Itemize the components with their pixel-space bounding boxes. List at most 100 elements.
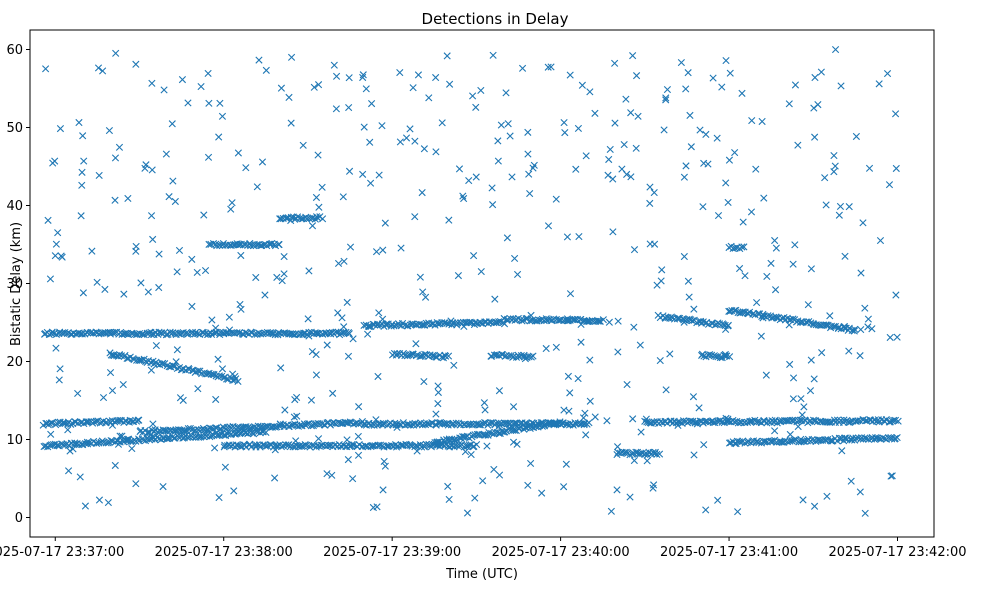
data-point	[303, 420, 311, 428]
data-point	[99, 67, 107, 75]
data-point	[757, 332, 765, 340]
data-point	[45, 420, 54, 428]
data-point	[771, 236, 779, 245]
data-point	[214, 355, 222, 363]
data-point	[208, 316, 216, 324]
data-point	[494, 157, 502, 165]
data-point	[434, 400, 442, 408]
data-point	[538, 422, 547, 430]
data-point	[344, 352, 353, 360]
data-point	[373, 503, 381, 511]
data-point	[826, 418, 834, 426]
data-point	[149, 420, 157, 428]
data-point	[47, 430, 55, 438]
data-point	[137, 279, 145, 287]
data-point	[411, 213, 419, 221]
data-point	[626, 493, 634, 501]
data-point	[434, 382, 442, 390]
data-point	[111, 154, 120, 162]
data-point	[561, 129, 569, 137]
data-point	[46, 275, 55, 283]
data-point	[308, 222, 317, 230]
data-point	[593, 317, 602, 325]
data-point	[328, 471, 336, 479]
data-point	[753, 298, 761, 307]
data-point	[225, 326, 234, 334]
data-point	[426, 351, 434, 359]
data-point	[613, 486, 621, 494]
data-point	[349, 335, 357, 343]
data-point	[94, 64, 103, 72]
data-point	[318, 183, 326, 191]
data-point	[475, 421, 483, 429]
data-point	[74, 389, 82, 398]
data-point	[666, 350, 674, 358]
data-point	[440, 436, 448, 444]
data-point	[150, 330, 158, 338]
data-point	[194, 367, 202, 375]
data-point	[81, 502, 90, 510]
data-point	[595, 317, 603, 325]
data-point	[674, 421, 682, 429]
data-point	[622, 95, 630, 103]
data-point	[255, 56, 263, 64]
data-point	[695, 404, 703, 412]
data-point	[826, 312, 834, 320]
data-point	[132, 60, 140, 68]
data-point	[234, 149, 242, 157]
data-point	[318, 215, 327, 223]
data-point	[630, 456, 638, 465]
data-point	[66, 447, 74, 455]
data-point	[330, 61, 338, 69]
data-point	[513, 270, 522, 279]
data-point	[696, 126, 704, 134]
y-axis-label: Bistatic Delay (km)	[9, 222, 24, 346]
data-point	[56, 365, 64, 373]
data-point	[323, 341, 331, 349]
data-point	[550, 315, 558, 323]
data-point	[78, 330, 86, 338]
data-point	[797, 395, 805, 403]
data-point	[789, 374, 798, 382]
data-point	[326, 329, 334, 337]
data-point	[885, 181, 894, 189]
data-point	[111, 461, 119, 470]
data-point	[211, 444, 219, 452]
data-point	[376, 441, 385, 449]
data-point	[397, 244, 405, 252]
data-point	[132, 480, 140, 488]
data-point	[418, 189, 426, 197]
data-point	[402, 134, 411, 142]
data-point	[184, 330, 193, 338]
data-point	[354, 432, 362, 441]
data-point	[44, 216, 52, 224]
data-point	[160, 427, 169, 435]
data-point	[379, 246, 387, 254]
data-point	[808, 435, 816, 444]
data-point	[605, 155, 613, 164]
data-point	[686, 111, 694, 119]
data-point	[434, 388, 442, 397]
data-point	[471, 494, 479, 502]
data-point	[312, 329, 321, 337]
data-point	[135, 356, 143, 364]
data-point	[606, 145, 614, 154]
data-point	[77, 212, 85, 220]
data-point	[791, 241, 799, 249]
data-point	[354, 451, 363, 459]
data-point	[611, 59, 619, 67]
data-point	[714, 211, 723, 220]
data-point	[105, 127, 114, 135]
data-point	[194, 385, 202, 393]
data-point	[438, 119, 446, 127]
data-point	[739, 218, 747, 226]
data-point	[831, 162, 839, 170]
data-point	[49, 159, 57, 167]
data-point	[764, 312, 772, 320]
data-point	[876, 236, 885, 245]
data-point	[305, 332, 313, 340]
data-point	[228, 199, 236, 207]
data-point	[772, 244, 780, 252]
data-point	[850, 327, 858, 335]
data-point	[738, 89, 746, 97]
